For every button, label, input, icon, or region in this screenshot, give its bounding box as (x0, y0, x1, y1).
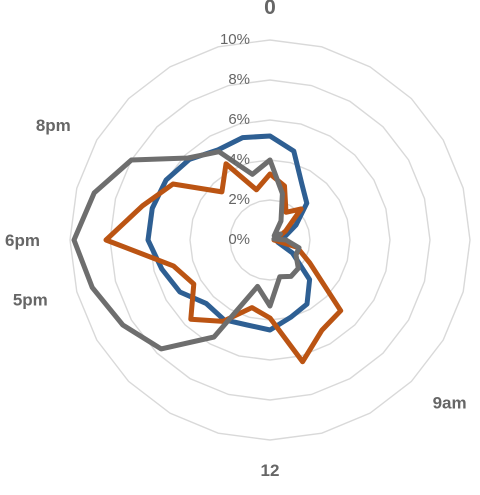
grid-ring-2 (189, 159, 351, 321)
category-labels: 0 9am 12 5pm 6pm 8pm (5, 0, 467, 480)
r-tick-label: 4% (228, 151, 250, 168)
category-label: 8pm (36, 116, 71, 135)
series-line-1 (145, 133, 313, 333)
r-tick-label: 8% (228, 71, 250, 88)
r-tick-label: 10% (220, 31, 250, 48)
r-tick-label: 6% (228, 111, 250, 128)
series-line-3 (71, 149, 302, 352)
series-layer (71, 133, 344, 365)
series-line-2 (103, 161, 344, 365)
grid-ring-4 (109, 79, 431, 401)
category-label: 12 (261, 461, 280, 480)
r-tick-label: 0% (228, 231, 250, 248)
tick-labels: 0% 2% 4% 6% 8% 10% (220, 31, 250, 248)
category-label: 9am (433, 394, 467, 413)
grid-layer (69, 39, 471, 441)
grid-ring-1 (229, 199, 311, 281)
category-label: 6pm (5, 231, 40, 250)
r-tick-label: 2% (228, 191, 250, 208)
category-label: 0 (264, 0, 276, 19)
grid-ring-5 (69, 39, 471, 441)
category-label: 5pm (13, 291, 48, 310)
